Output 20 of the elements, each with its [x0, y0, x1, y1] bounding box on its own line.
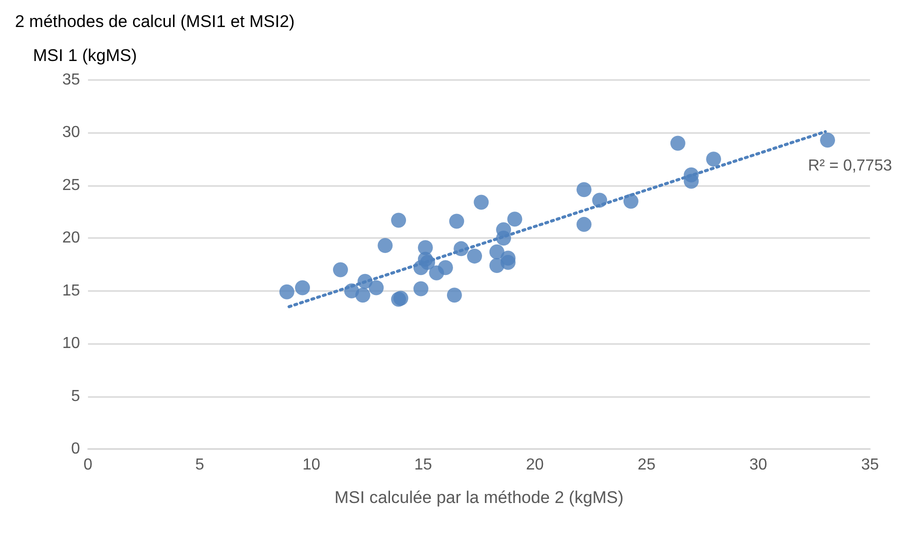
x-axis-title: MSI calculée par la méthode 2 (kgMS) — [334, 488, 624, 507]
x-tick-label: 10 — [302, 456, 320, 474]
x-tick-label: 30 — [749, 456, 768, 474]
y-tick-label: 30 — [62, 124, 80, 142]
x-tick-label: 35 — [861, 456, 879, 474]
y-axis-title: MSI 1 (kgMS) — [33, 46, 137, 65]
y-tick-label: 10 — [62, 335, 80, 352]
x-tick-label: 20 — [526, 456, 544, 474]
y-tick-label: 5 — [71, 388, 80, 405]
x-tick-label: 5 — [195, 456, 204, 474]
y-tick-label: 20 — [62, 230, 80, 247]
y-tick-label: 15 — [62, 282, 80, 300]
x-tick-label: 0 — [84, 456, 93, 474]
x-tick-label: 15 — [414, 456, 432, 474]
y-tick-label: 0 — [71, 440, 80, 458]
annotation: R² = 0,7753 — [808, 158, 892, 174]
y-tick-label: 25 — [62, 176, 80, 194]
x-tick-label: 25 — [638, 456, 656, 474]
y-tick-label: 35 — [62, 72, 80, 88]
chart-title: 2 méthodes de calcul (MSI1 et MSI2) — [15, 12, 295, 31]
